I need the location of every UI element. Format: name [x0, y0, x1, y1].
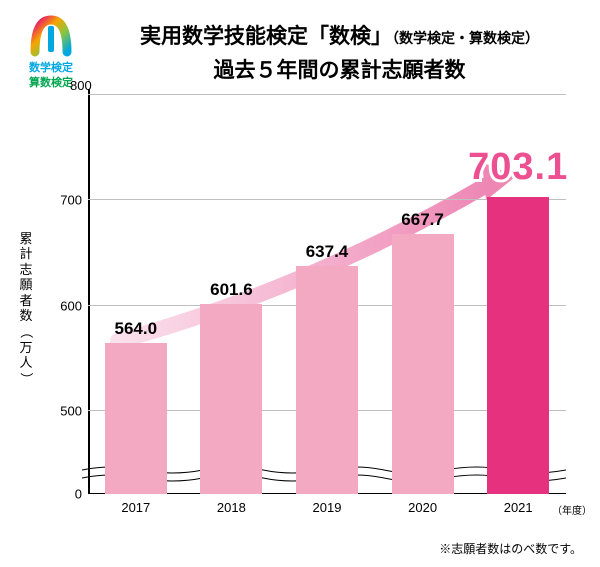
bar-value: 637.4 [306, 242, 349, 262]
bar-value: 601.6 [210, 280, 253, 300]
x-tick-label: 2018 [217, 500, 246, 515]
bar-value: 564.0 [115, 319, 158, 339]
plot-region: 800 （年度） 0500600700 564.02017601.6201863… [88, 95, 566, 494]
chart-title: 実用数学技能検定「数検」（数学検定・算数検定） 過去５年間の累計志願者数 [95, 20, 584, 84]
title-main: 実用数学技能検定「数検」 [140, 25, 392, 48]
x-tick-label: 2017 [121, 500, 150, 515]
chart: 累計志願者数（万人） 800 （年度） 0500600700 564.02017… [40, 95, 570, 522]
x-axis-unit: （年度） [552, 502, 592, 517]
bar: 564.0 [105, 343, 167, 494]
bar: 703.1 [487, 197, 549, 494]
y-tick-label: 0 [75, 487, 88, 502]
y-tick-top: 800 [70, 78, 92, 93]
footnote: ※志願者数はのべ数です。 [439, 540, 582, 557]
bar: 601.6 [200, 304, 262, 494]
gridline [88, 94, 566, 95]
bar: 667.7 [392, 234, 454, 494]
logo-icon [27, 12, 75, 60]
logo-label-1: 数学検定 [16, 62, 86, 75]
y-axis [88, 89, 90, 494]
bar-value-highlight: 703.1 [468, 146, 568, 189]
y-tick-label: 600 [60, 298, 88, 313]
bar-value: 667.7 [401, 210, 444, 230]
bar: 637.4 [296, 266, 358, 494]
x-tick-label: 2019 [313, 500, 342, 515]
y-tick-label: 700 [60, 193, 88, 208]
x-tick-label: 2020 [408, 500, 437, 515]
x-tick-label: 2021 [504, 500, 533, 515]
y-axis-label: 累計志願者数（万人） [18, 231, 34, 387]
y-tick-label: 500 [60, 403, 88, 418]
title-sub: （数学検定・算数検定） [392, 30, 539, 46]
title-line2: 過去５年間の累計志願者数 [95, 54, 584, 84]
